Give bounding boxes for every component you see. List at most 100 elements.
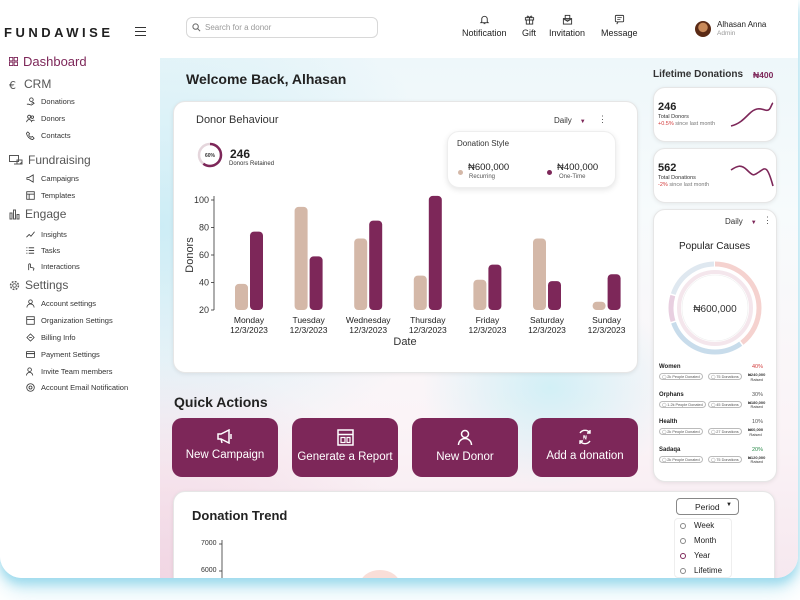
cause-segment: [668, 261, 762, 355]
message-icon: [614, 14, 624, 25]
sidebar-section-crm[interactable]: € CRM: [9, 77, 51, 91]
sidebar-section-settings[interactable]: Settings: [9, 278, 68, 292]
sidebar-item-contacts[interactable]: Contacts: [26, 131, 71, 140]
cause-name: Sadaqa: [659, 446, 681, 453]
x-tick-day: Wednesday: [346, 315, 391, 325]
y-tick-label: 60: [199, 250, 209, 260]
x-tick-day: Saturday: [530, 315, 565, 325]
total-donors-card: [653, 87, 777, 142]
cause-amount: ₦240,000 Raised: [748, 372, 765, 382]
option-label: Month: [694, 536, 717, 545]
sidebar-item-account-settings[interactable]: Account settings: [26, 299, 96, 308]
sidebar-label: Organization Settings: [41, 316, 113, 325]
bar: [533, 238, 546, 310]
causes-range-dropdown[interactable]: Daily ▼: [725, 217, 757, 226]
cause-donations-pill: ◯ 75 Donations: [708, 455, 742, 463]
period-option-month[interactable]: Month: [680, 536, 716, 545]
onetime-label: One-Time: [559, 174, 586, 180]
donations-sparkline: [730, 165, 774, 187]
more-options-icon[interactable]: ⋮: [598, 114, 607, 124]
y-tick-label: 80: [199, 223, 209, 233]
sidebar-label: Contacts: [41, 131, 71, 140]
period-option-year[interactable]: Year: [680, 551, 710, 560]
sidebar-item-donors[interactable]: Donors: [26, 114, 65, 123]
search-input[interactable]: Search for a donor: [186, 17, 378, 38]
sidebar-section-engage[interactable]: Engage: [9, 207, 66, 221]
fundraising-icon: [9, 154, 23, 164]
notification-button[interactable]: Notification: [462, 14, 507, 38]
bar: [607, 274, 621, 310]
bar-chart-icon: [9, 209, 20, 219]
user-icon: [26, 299, 35, 308]
sidebar-section-fundraising[interactable]: Fundraising: [9, 153, 91, 167]
menu-icon[interactable]: [135, 27, 146, 36]
search-icon: [192, 23, 201, 32]
retained-label: Donors Retained: [229, 161, 275, 167]
recurring-dot: [458, 170, 463, 175]
new-campaign-button[interactable]: New Campaign: [172, 418, 278, 477]
generate-report-button[interactable]: Generate a Report: [292, 418, 398, 477]
radio-selected-icon: [680, 552, 686, 559]
cause-amount: ₦60,000 Raised: [748, 427, 763, 437]
range-dropdown[interactable]: Daily ▼: [554, 116, 586, 125]
sidebar-item-payment-settings[interactable]: Payment Settings: [26, 350, 100, 359]
period-option-week[interactable]: Week: [680, 521, 714, 530]
sidebar-item-donations[interactable]: Donations: [26, 97, 75, 106]
cause-amount-label: Raised: [749, 431, 762, 437]
gear-icon: [9, 280, 20, 290]
bar: [428, 195, 442, 310]
gift-button[interactable]: Gift: [522, 14, 536, 38]
new-donor-button[interactable]: New Donor: [412, 418, 518, 477]
cause-percent: 10%: [752, 419, 764, 425]
x-tick-day: Tuesday: [292, 315, 325, 325]
user-name: Alhasan Anna: [717, 20, 767, 29]
onetime-amount: ₦400,000: [557, 162, 599, 173]
x-tick-date: 12/3/2023: [468, 325, 506, 335]
sidebar-item-invite-team[interactable]: Invite Team members: [26, 367, 113, 376]
sidebar-item-campaigns[interactable]: Campaigns: [26, 174, 79, 183]
sidebar-item-organization-settings[interactable]: Organization Settings: [26, 316, 113, 325]
period-dropdown[interactable]: Period ▼: [676, 498, 739, 515]
message-button[interactable]: Message: [601, 14, 638, 38]
add-donation-button[interactable]: ₦ Add a donation: [532, 418, 638, 477]
search-placeholder: Search for a donor: [205, 23, 272, 32]
organization-icon: [26, 316, 35, 325]
user-profile[interactable]: Alhasan Anna Admin: [695, 20, 795, 40]
sidebar-label: Fundraising: [28, 153, 91, 167]
svg-text:€: €: [9, 79, 16, 90]
y-tick-label: 20: [199, 305, 209, 315]
period-option-lifetime[interactable]: Lifetime: [680, 566, 722, 575]
x-tick-date: 12/3/2023: [528, 325, 566, 335]
sidebar-label: Settings: [25, 278, 69, 292]
total-donations-card: [653, 148, 777, 203]
bar: [250, 231, 263, 310]
sidebar-item-tasks[interactable]: Tasks: [26, 246, 60, 255]
change-value: -2%: [658, 182, 668, 188]
sidebar-item-interactions[interactable]: Interactions: [26, 262, 80, 271]
sidebar-item-email-notification[interactable]: Account Email Notification: [26, 383, 128, 392]
sidebar-item-templates[interactable]: Templates: [26, 191, 75, 200]
sidebar-label: Invite Team members: [41, 367, 113, 376]
trend-y-tick: 6000: [201, 567, 217, 574]
donation-style-title: Donation Style: [457, 139, 510, 148]
x-tick-day: Monday: [234, 315, 265, 325]
sidebar-label: Tasks: [41, 246, 61, 255]
sidebar: Dashboard € CRM Donations Donors Contact…: [0, 50, 160, 578]
option-label: Year: [694, 551, 711, 560]
cause-people-pill: ◯ 2k People Donated: [659, 455, 703, 463]
more-options-icon[interactable]: ⋮: [763, 215, 772, 225]
invitation-icon: [562, 14, 572, 25]
x-tick-date: 12/3/2023: [290, 325, 328, 335]
sidebar-item-billing-info[interactable]: Billing Info: [26, 333, 76, 342]
invitation-button[interactable]: Invitation: [549, 14, 585, 38]
cause-amount-label: Raised: [750, 459, 763, 464]
gift-icon: [524, 15, 534, 25]
sidebar-item-dashboard[interactable]: Dashboard: [9, 54, 87, 69]
option-label: Lifetime: [694, 566, 723, 575]
donor-bar-chart: 20406080100DonorsMonday12/3/2023Tuesday1…: [184, 195, 626, 348]
option-label: Week: [694, 521, 715, 530]
recurring-amount: ₦600,000: [468, 162, 510, 173]
donations-icon: [26, 97, 35, 106]
sidebar-item-insights[interactable]: Insights: [26, 230, 67, 239]
donor-behaviour-title: Donor Behaviour: [196, 114, 279, 126]
